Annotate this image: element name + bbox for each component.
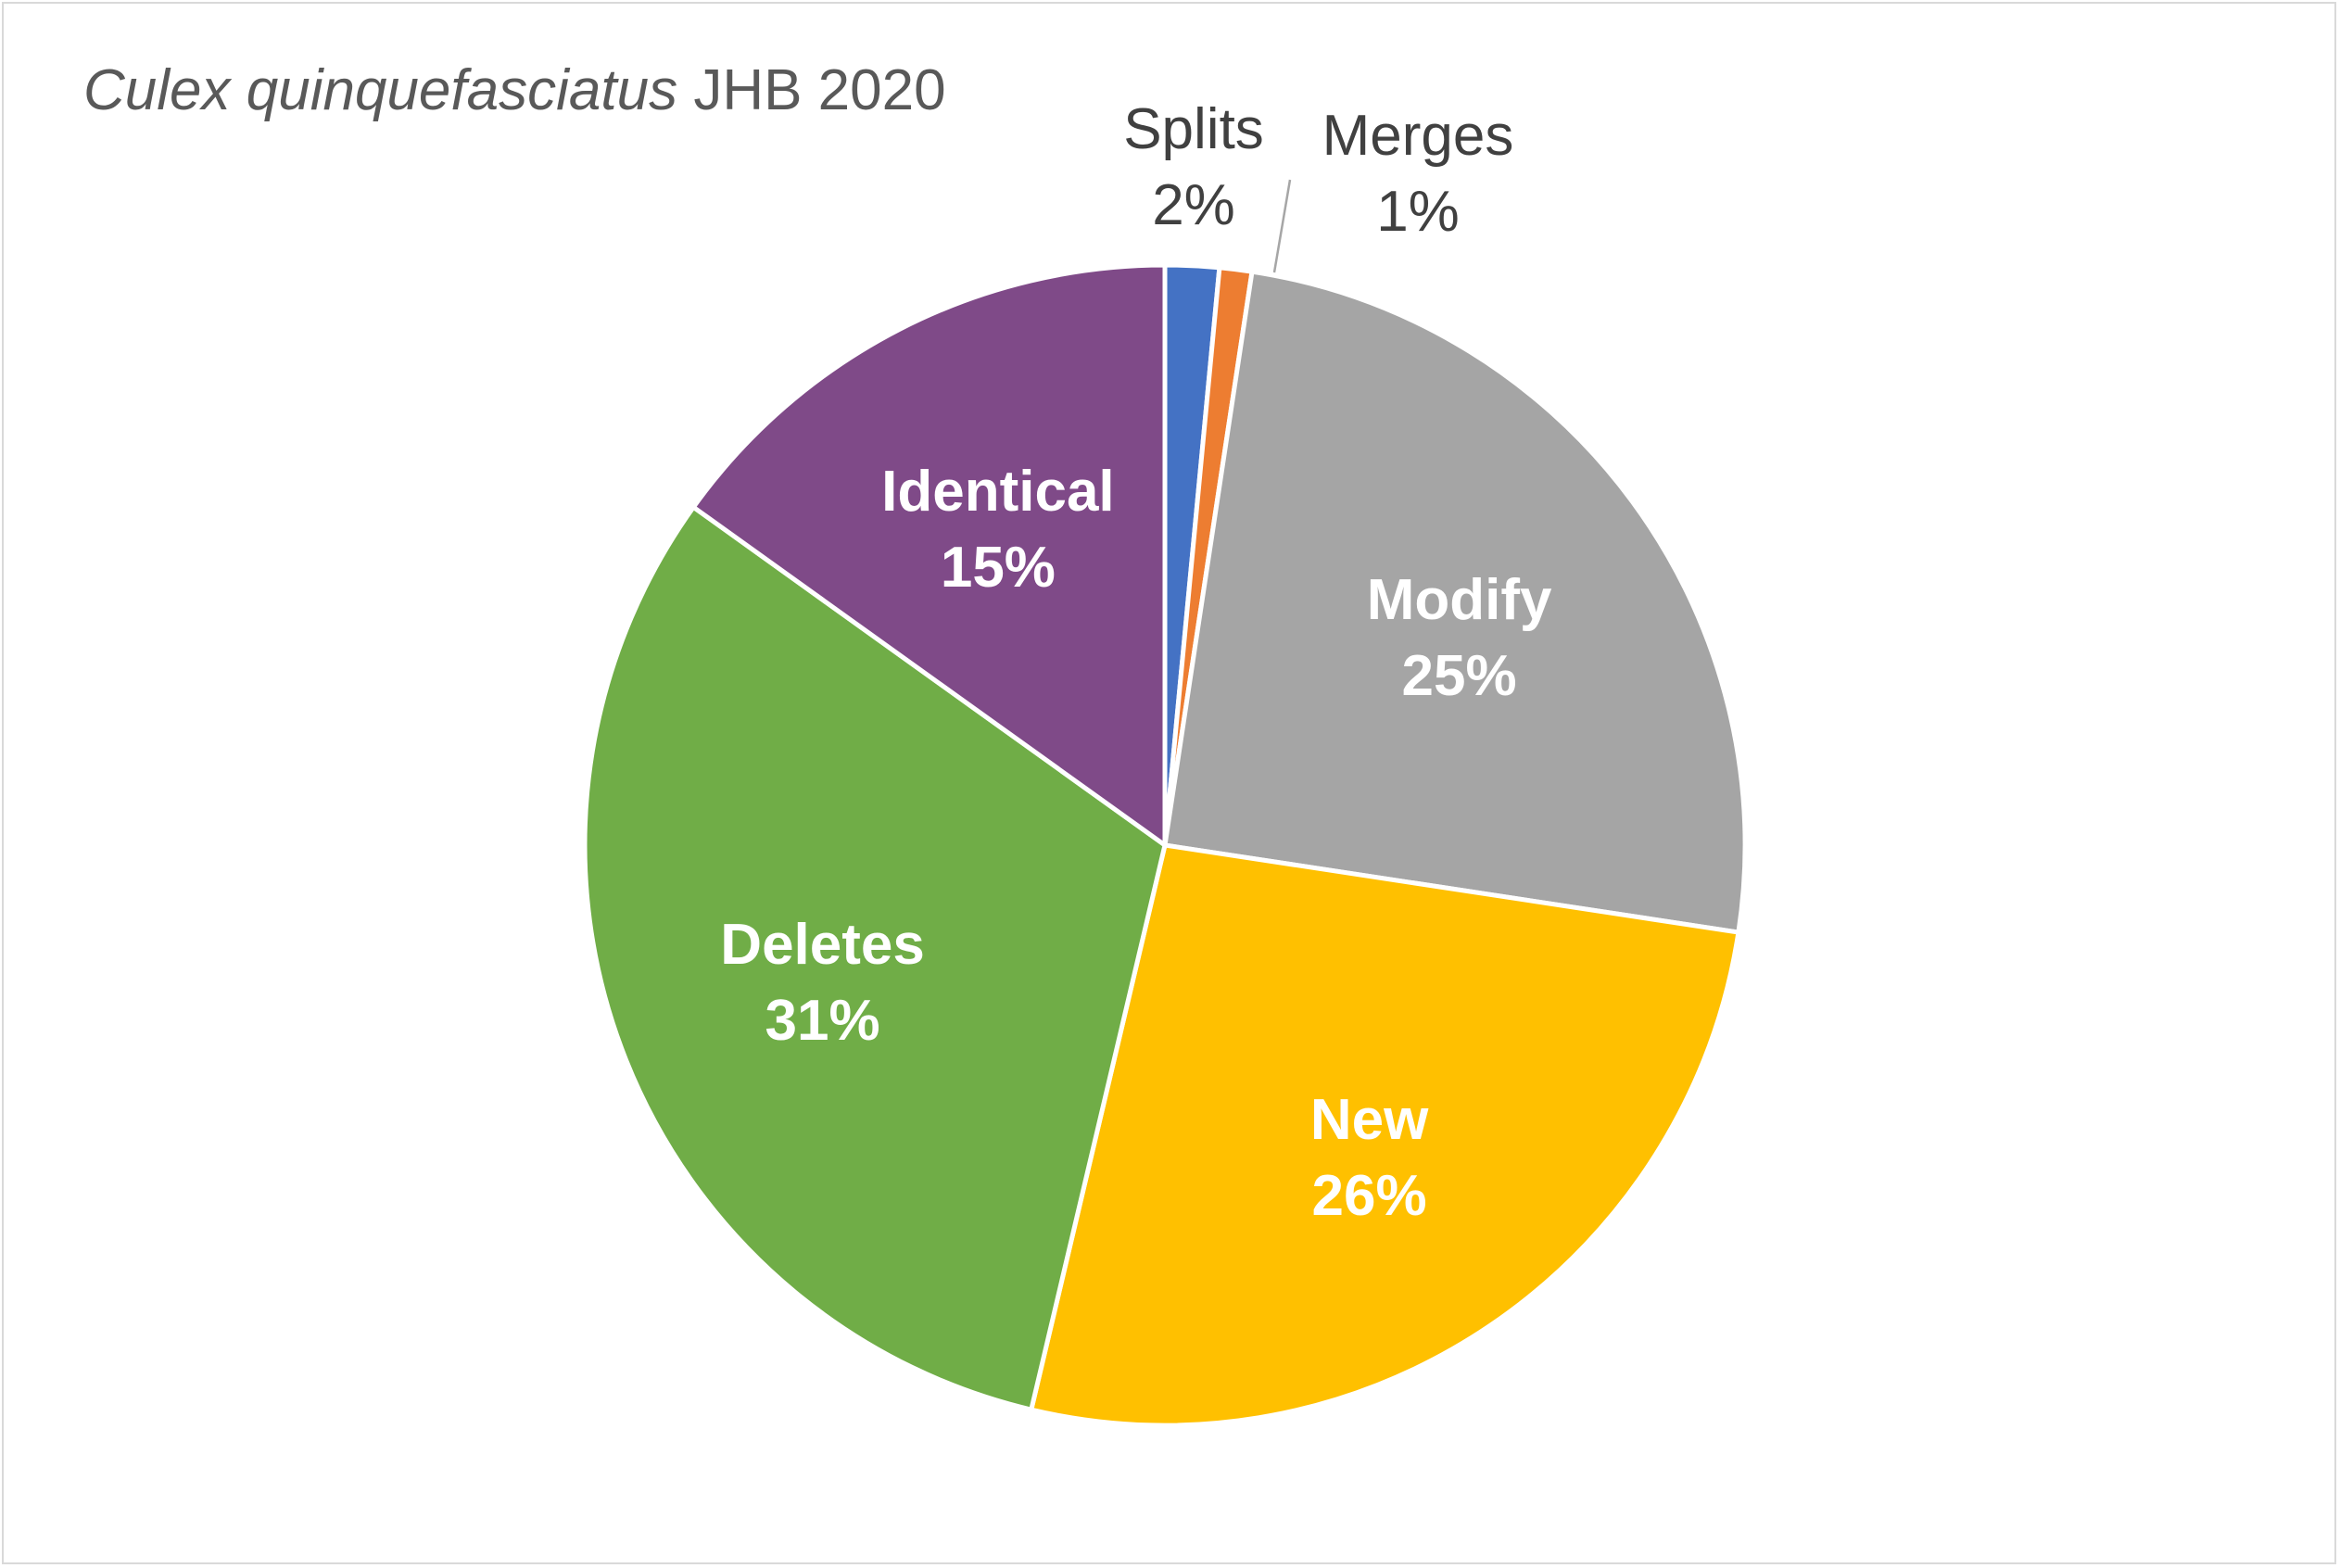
slice-percent-label-new: 26% bbox=[1312, 1164, 1427, 1228]
slice-percent-label-merges: 1% bbox=[1376, 180, 1460, 244]
chart-title-species: Culex quinquefasciatus bbox=[83, 58, 678, 122]
slice-name-label-merges: Merges bbox=[1322, 104, 1514, 168]
slice-percent-label-identical: 15% bbox=[941, 536, 1056, 600]
pie-slice-new bbox=[1029, 842, 1741, 1428]
chart-title-rest: JHB 2020 bbox=[693, 58, 946, 122]
chart-title: Culex quinquefasciatus JHB 2020 bbox=[83, 57, 946, 123]
slice-name-label-new: New bbox=[1310, 1088, 1429, 1152]
slice-percent-label-modify: 25% bbox=[1402, 644, 1517, 708]
pie-slice-deletes bbox=[582, 504, 1168, 1412]
pie-slice-identical bbox=[690, 262, 1168, 848]
leader-lines bbox=[1272, 179, 1292, 273]
pie-slice-modify bbox=[1162, 269, 1748, 935]
slice-name-label-splits: Splits bbox=[1123, 97, 1264, 161]
slice-percent-label-splits: 2% bbox=[1152, 173, 1235, 237]
slice-percent-label-deletes: 31% bbox=[765, 989, 880, 1053]
pie-slices bbox=[582, 262, 1748, 1428]
leader-line-merges bbox=[1272, 179, 1292, 273]
slice-name-label-identical: Identical bbox=[881, 460, 1115, 524]
slice-name-label-modify: Modify bbox=[1367, 568, 1552, 632]
slice-name-label-deletes: Deletes bbox=[720, 913, 925, 977]
slice-labels: Splits 2% Merges 1% Modify 25% New 26% Deletes 31… bbox=[720, 97, 1552, 1228]
